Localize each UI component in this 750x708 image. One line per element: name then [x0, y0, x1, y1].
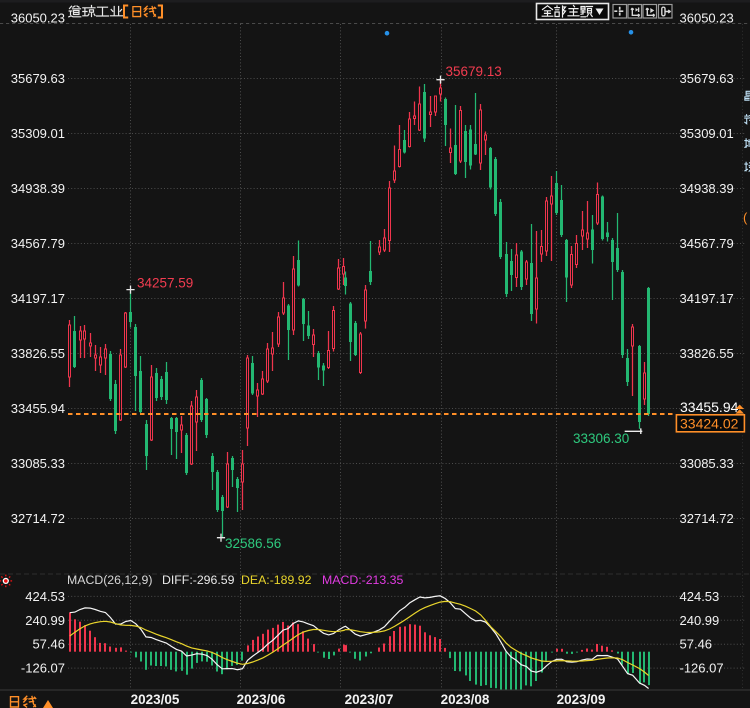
- svg-text:33085.33: 33085.33: [11, 456, 65, 471]
- svg-text:57.46: 57.46: [680, 637, 713, 652]
- svg-text:2023/05: 2023/05: [131, 692, 180, 707]
- svg-text:2023/07: 2023/07: [345, 692, 394, 707]
- svg-text:33455.94: 33455.94: [11, 401, 65, 416]
- svg-text:MACD(26,12,9): MACD(26,12,9): [67, 573, 152, 587]
- svg-text:33455.94: 33455.94: [680, 399, 739, 415]
- svg-text:35309.01: 35309.01: [680, 126, 734, 141]
- svg-text:35679.63: 35679.63: [680, 71, 734, 86]
- svg-text:33424.02: 33424.02: [680, 416, 739, 432]
- svg-text:32714.72: 32714.72: [11, 511, 65, 526]
- svg-text:33085.33: 33085.33: [680, 456, 734, 471]
- svg-text:-126.07: -126.07: [21, 661, 65, 676]
- svg-text:34197.17: 34197.17: [680, 291, 734, 306]
- svg-text:240.99: 240.99: [25, 613, 65, 628]
- svg-text:57.46: 57.46: [32, 637, 65, 652]
- svg-text:2023/09: 2023/09: [557, 692, 606, 707]
- svg-text:36050.23: 36050.23: [11, 11, 65, 26]
- svg-text:35309.01: 35309.01: [11, 126, 65, 141]
- svg-text:34938.39: 34938.39: [11, 181, 65, 196]
- svg-text:36050.23: 36050.23: [680, 11, 734, 26]
- svg-text:32714.72: 32714.72: [680, 511, 734, 526]
- svg-text:33306.30: 33306.30: [573, 431, 629, 446]
- svg-text:35679.13: 35679.13: [446, 64, 502, 79]
- svg-text:32586.56: 32586.56: [225, 536, 281, 551]
- svg-text:MACD:-213.35: MACD:-213.35: [322, 573, 403, 587]
- svg-text:34567.79: 34567.79: [680, 236, 734, 251]
- svg-text:DIFF:-296.59: DIFF:-296.59: [162, 573, 235, 587]
- svg-text:33826.55: 33826.55: [680, 346, 734, 361]
- svg-text:33826.55: 33826.55: [11, 346, 65, 361]
- svg-text:424.53: 424.53: [680, 589, 720, 604]
- svg-text:424.53: 424.53: [25, 589, 65, 604]
- svg-text:34567.79: 34567.79: [11, 236, 65, 251]
- svg-text:34938.39: 34938.39: [680, 181, 734, 196]
- svg-text:34197.17: 34197.17: [11, 291, 65, 306]
- svg-text:-126.07: -126.07: [680, 661, 724, 676]
- svg-text:(: (: [743, 210, 748, 225]
- svg-text:34257.59: 34257.59: [137, 276, 193, 291]
- svg-text:35679.63: 35679.63: [11, 71, 65, 86]
- svg-text:DEA:-189.92: DEA:-189.92: [241, 573, 312, 587]
- svg-text:2023/08: 2023/08: [441, 692, 490, 707]
- svg-text:2023/06: 2023/06: [237, 692, 286, 707]
- svg-text:240.99: 240.99: [680, 613, 720, 628]
